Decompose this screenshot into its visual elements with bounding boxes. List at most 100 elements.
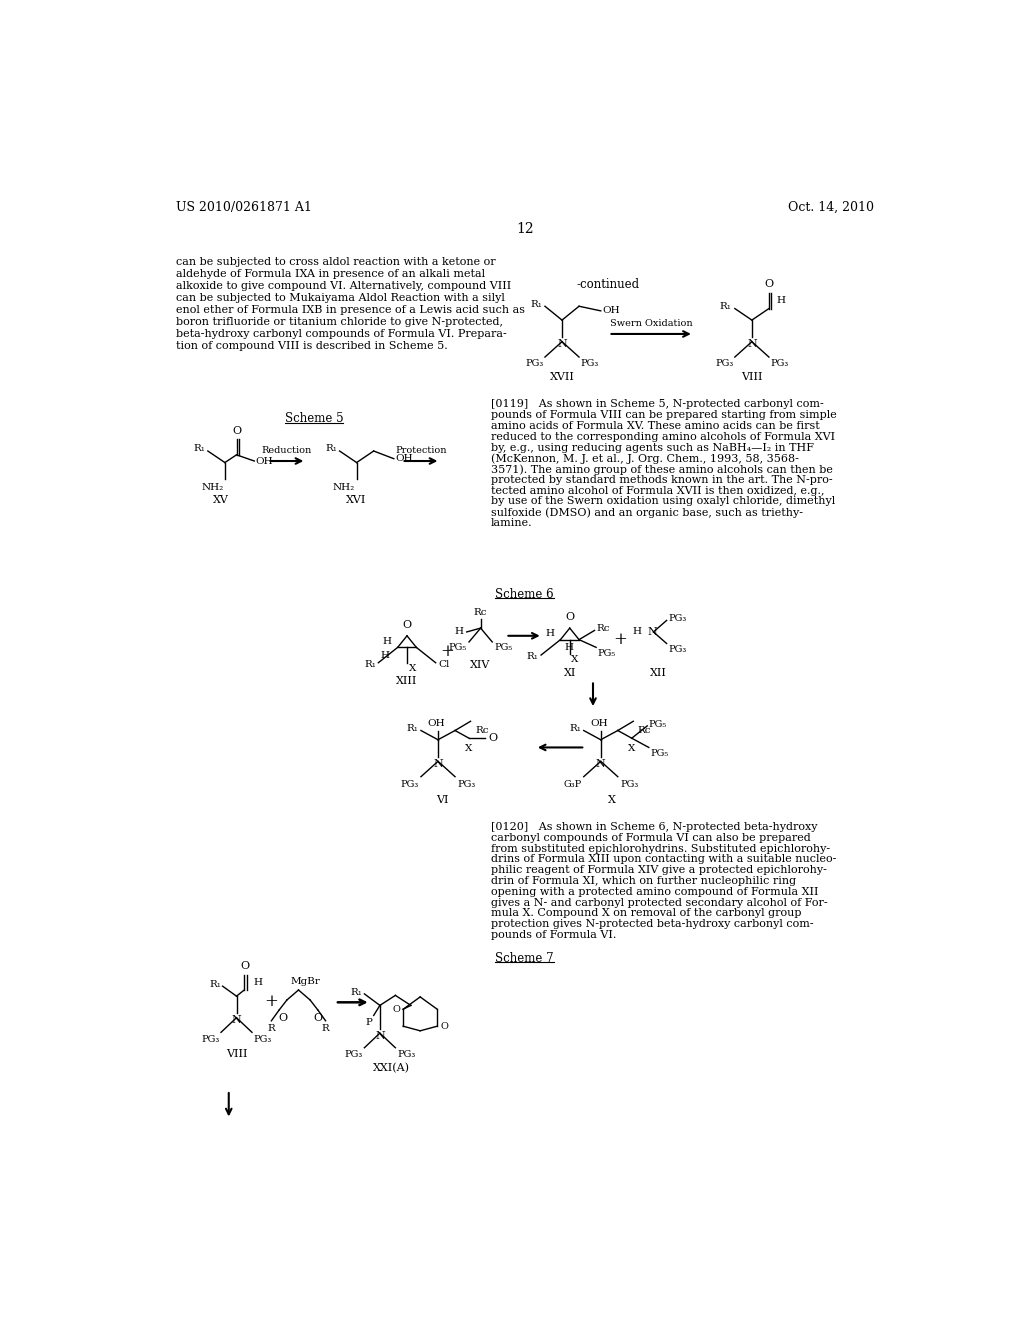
Text: R₁: R₁ [407,725,419,734]
Text: PG₃: PG₃ [458,780,475,789]
Text: X: X [409,664,416,673]
Text: XXI(A): XXI(A) [373,1063,410,1073]
Text: O: O [488,733,498,743]
Text: from substituted epichlorohydrins. Substituted epichlorohy-: from substituted epichlorohydrins. Subst… [490,843,829,854]
Text: Rc: Rc [596,624,609,634]
Text: XV: XV [213,495,229,504]
Text: lamine.: lamine. [490,517,532,528]
Text: OH: OH [428,719,445,729]
Text: O: O [279,1014,288,1023]
Text: MgBr: MgBr [291,977,321,986]
Text: H: H [383,636,391,645]
Text: O: O [232,425,242,436]
Text: protection gives N-protected beta-hydroxy carbonyl com-: protection gives N-protected beta-hydrox… [490,919,813,929]
Text: N: N [596,759,605,770]
Text: PG₃: PG₃ [715,359,733,367]
Text: PG₅: PG₅ [495,644,513,652]
Text: PG₅: PG₅ [649,719,667,729]
Text: XVII: XVII [550,372,574,383]
Text: reduced to the corresponding amino alcohols of Formula XVI: reduced to the corresponding amino alcoh… [490,432,835,442]
Text: can be subjected to cross aldol reaction with a ketone or: can be subjected to cross aldol reaction… [176,257,496,267]
Text: H: H [254,978,262,987]
Text: +: + [440,643,455,660]
Text: OH: OH [602,306,620,315]
Text: PG₃: PG₃ [400,780,419,789]
Text: can be subjected to Mukaiyama Aldol Reaction with a silyl: can be subjected to Mukaiyama Aldol Reac… [176,293,505,302]
Text: X: X [628,743,636,752]
Text: OH: OH [256,457,273,466]
Text: alkoxide to give compound VI. Alternatively, compound VIII: alkoxide to give compound VI. Alternativ… [176,281,511,290]
Text: X: X [465,743,473,752]
Text: +: + [613,631,627,648]
Text: R₁: R₁ [194,445,206,453]
Text: PG₃: PG₃ [770,359,788,367]
Text: N: N [746,339,757,350]
Text: O: O [392,1005,400,1014]
Text: Reduction: Reduction [262,446,312,455]
Text: R₁: R₁ [530,300,542,309]
Text: O: O [440,1022,449,1031]
Text: O: O [241,961,250,970]
Text: NH₂: NH₂ [201,483,223,491]
Text: tion of compound VIII is described in Scheme 5.: tion of compound VIII is described in Sc… [176,341,447,351]
Text: PG₅: PG₅ [449,644,467,652]
Text: XVI: XVI [346,495,367,504]
Text: Swern Oxidation: Swern Oxidation [610,319,692,327]
Text: PG₅: PG₅ [650,748,669,758]
Text: Scheme 7: Scheme 7 [496,952,554,965]
Text: by use of the Swern oxidation using oxalyl chloride, dimethyl: by use of the Swern oxidation using oxal… [490,496,835,507]
Text: PG₃: PG₃ [669,614,686,623]
Text: Scheme 6: Scheme 6 [496,589,554,601]
Text: -continued: -continued [577,277,640,290]
Text: PG₃: PG₃ [525,359,544,367]
Text: H: H [776,297,785,305]
Text: gives a N- and carbonyl protected secondary alcohol of For-: gives a N- and carbonyl protected second… [490,898,827,908]
Text: N: N [231,1015,242,1026]
Text: Rc: Rc [638,726,651,735]
Text: R: R [267,1024,275,1032]
Text: XII: XII [650,668,668,678]
Text: O: O [565,612,574,622]
Text: Rc: Rc [475,726,488,735]
Text: PG₃: PG₃ [669,645,686,653]
Text: OH: OH [591,719,608,729]
Text: drins of Formula XIII upon contacting with a suitable nucleo-: drins of Formula XIII upon contacting wi… [490,854,836,865]
Text: H: H [632,627,641,636]
Text: 12: 12 [516,222,534,235]
Text: PG₃: PG₃ [254,1035,271,1044]
Text: N: N [557,339,567,350]
Text: 3571). The amino group of these amino alcohols can then be: 3571). The amino group of these amino al… [490,465,833,475]
Text: PG₃: PG₃ [344,1051,362,1059]
Text: +: + [264,993,279,1010]
Text: XIV: XIV [470,660,490,671]
Text: VI: VI [435,795,449,805]
Text: R₁: R₁ [350,987,362,997]
Text: [0119]   As shown in Scheme 5, N-protected carbonyl com-: [0119] As shown in Scheme 5, N-protected… [490,400,823,409]
Text: PG₃: PG₃ [581,359,599,367]
Text: Cl: Cl [438,660,450,669]
Text: beta-hydroxy carbonyl compounds of Formula VI. Prepara-: beta-hydroxy carbonyl compounds of Formu… [176,329,507,338]
Text: amino acids of Formula XV. These amino acids can be first: amino acids of Formula XV. These amino a… [490,421,819,430]
Text: R₁: R₁ [569,725,582,734]
Text: opening with a protected amino compound of Formula XII: opening with a protected amino compound … [490,887,818,896]
Text: VIII: VIII [741,372,763,383]
Text: G₃P: G₃P [563,780,582,789]
Text: pounds of Formula VIII can be prepared starting from simple: pounds of Formula VIII can be prepared s… [490,411,837,420]
Text: carbonyl compounds of Formula VI can also be prepared: carbonyl compounds of Formula VI can als… [490,833,810,843]
Text: O: O [402,619,412,630]
Text: H: H [455,627,464,636]
Text: Scheme 5: Scheme 5 [285,412,343,425]
Text: H: H [545,630,554,638]
Text: pounds of Formula VI.: pounds of Formula VI. [490,929,616,940]
Text: tected amino alcohol of Formula XVII is then oxidized, e.g.,: tected amino alcohol of Formula XVII is … [490,486,824,495]
Text: Oct. 14, 2010: Oct. 14, 2010 [787,201,873,214]
Text: US 2010/0261871 A1: US 2010/0261871 A1 [176,201,312,214]
Text: aldehyde of Formula IXA in presence of an alkali metal: aldehyde of Formula IXA in presence of a… [176,269,485,279]
Text: R: R [322,1024,330,1032]
Text: R₁: R₁ [720,302,732,310]
Text: N: N [647,627,657,638]
Text: by, e.g., using reducing agents such as NaBH₄—I₂ in THF: by, e.g., using reducing agents such as … [490,442,814,453]
Text: Rc: Rc [474,607,487,616]
Text: OH: OH [395,454,413,463]
Text: PG₃: PG₃ [621,780,638,789]
